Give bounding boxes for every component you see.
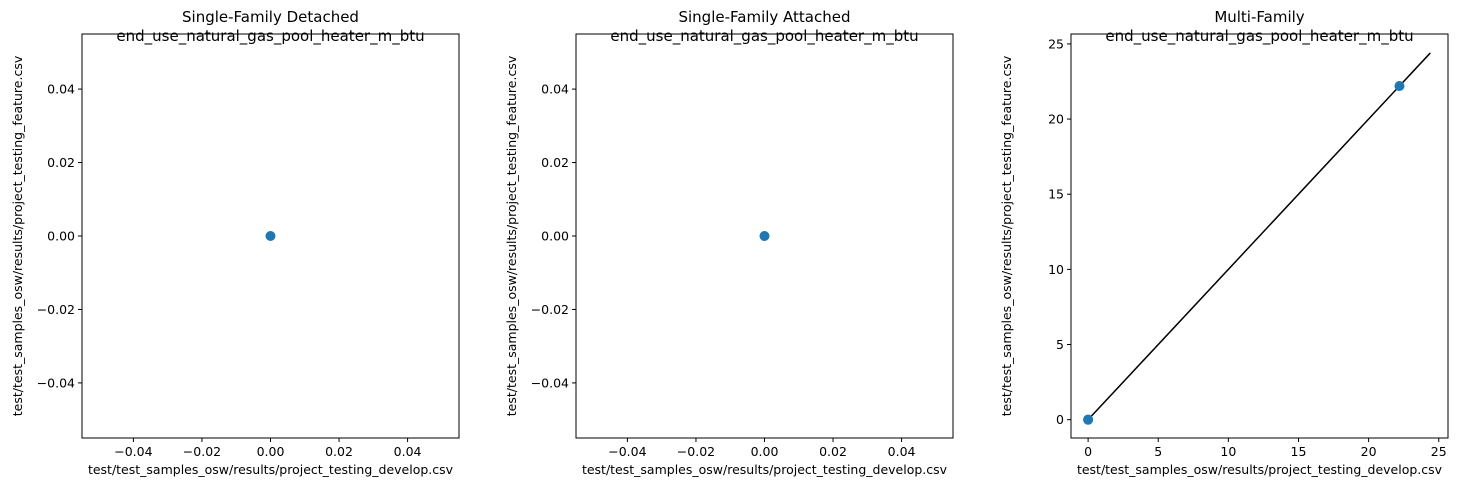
chart-title: Multi-Family	[1214, 8, 1304, 26]
x-tick-label: 20	[1361, 444, 1377, 459]
x-tick-label: 0.02	[325, 444, 353, 459]
y-axis-label: test/test_samples_osw/results/project_te…	[10, 55, 25, 416]
y-tick-label: 0.00	[47, 229, 75, 244]
x-tick-label: 0.00	[751, 444, 779, 459]
x-axis-label: test/test_samples_osw/results/project_te…	[88, 462, 454, 477]
y-axis-label: test/test_samples_osw/results/project_te…	[504, 55, 519, 416]
data-point	[265, 231, 276, 241]
data-point	[1083, 414, 1094, 425]
x-tick-label: −0.04	[114, 444, 152, 459]
x-tick-label: 15	[1291, 444, 1307, 459]
reference-line	[1087, 52, 1431, 421]
y-tick-label: −0.04	[531, 375, 569, 390]
data-point	[759, 231, 770, 241]
chart-subtitle: end_use_natural_gas_pool_heater_m_btu	[610, 27, 918, 46]
x-tick-label: −0.02	[677, 444, 715, 459]
chart-title: Single-Family Detached	[182, 8, 359, 26]
x-tick-label: 0	[1084, 444, 1092, 459]
y-tick-label: −0.04	[37, 375, 75, 390]
y-tick-label: 0	[1056, 412, 1064, 427]
y-tick-label: 0.04	[47, 82, 75, 97]
y-tick-label: 0.00	[541, 229, 569, 244]
chart-panel-1: Single-Family Detachedend_use_natural_ga…	[10, 8, 460, 477]
y-tick-label: 0.04	[541, 82, 569, 97]
x-axis-label: test/test_samples_osw/results/project_te…	[1077, 462, 1443, 477]
y-tick-label: 15	[1048, 187, 1064, 202]
y-tick-label: −0.02	[531, 302, 569, 317]
x-tick-label: 0.00	[257, 444, 285, 459]
x-tick-label: 0.04	[394, 444, 422, 459]
y-tick-label: 5	[1056, 337, 1064, 352]
chart-subtitle: end_use_natural_gas_pool_heater_m_btu	[1105, 27, 1413, 46]
axes-frame	[1070, 33, 1449, 439]
y-tick-label: 25	[1048, 36, 1064, 51]
y-tick-label: −0.02	[37, 302, 75, 317]
x-tick-label: 5	[1154, 444, 1162, 459]
data-point	[1394, 81, 1405, 92]
x-tick-label: 10	[1220, 444, 1236, 459]
y-tick-label: 10	[1048, 262, 1064, 277]
y-axis-label: test/test_samples_osw/results/project_te…	[999, 55, 1014, 416]
chart-subtitle: end_use_natural_gas_pool_heater_m_btu	[116, 27, 424, 46]
x-tick-label: 25	[1431, 444, 1447, 459]
x-tick-label: 0.04	[888, 444, 916, 459]
x-tick-label: −0.04	[608, 444, 646, 459]
chart-title: Single-Family Attached	[678, 8, 850, 26]
chart-panel-3: Multi-Familyend_use_natural_gas_pool_hea…	[999, 8, 1449, 477]
y-tick-label: 0.02	[541, 155, 569, 170]
y-tick-label: 20	[1048, 112, 1064, 127]
y-tick-label: 0.02	[47, 155, 75, 170]
x-tick-label: −0.02	[183, 444, 221, 459]
x-axis-label: test/test_samples_osw/results/project_te…	[582, 462, 948, 477]
chart-panel-2: Single-Family Attachedend_use_natural_ga…	[504, 8, 954, 477]
x-tick-label: 0.02	[819, 444, 847, 459]
